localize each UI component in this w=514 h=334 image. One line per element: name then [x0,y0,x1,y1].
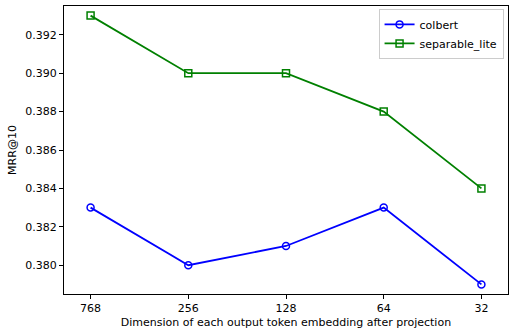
svg-text:separable_lite: separable_lite [420,38,497,51]
svg-text:128: 128 [276,302,297,315]
svg-text:64: 64 [377,302,391,315]
svg-text:0.392: 0.392 [25,29,57,42]
svg-text:256: 256 [178,302,199,315]
svg-text:0.384: 0.384 [25,182,57,195]
svg-text:0.386: 0.386 [25,144,57,157]
svg-text:0.390: 0.390 [25,67,57,80]
svg-text:32: 32 [474,302,488,315]
svg-text:768: 768 [80,302,101,315]
svg-text:0.388: 0.388 [25,105,57,118]
svg-text:colbert: colbert [420,19,459,32]
svg-text:0.380: 0.380 [25,259,57,272]
svg-text:0.382: 0.382 [25,221,57,234]
svg-text:MRR@10: MRR@10 [6,125,19,175]
svg-text:Dimension of each output token: Dimension of each output token embedding… [121,316,451,329]
